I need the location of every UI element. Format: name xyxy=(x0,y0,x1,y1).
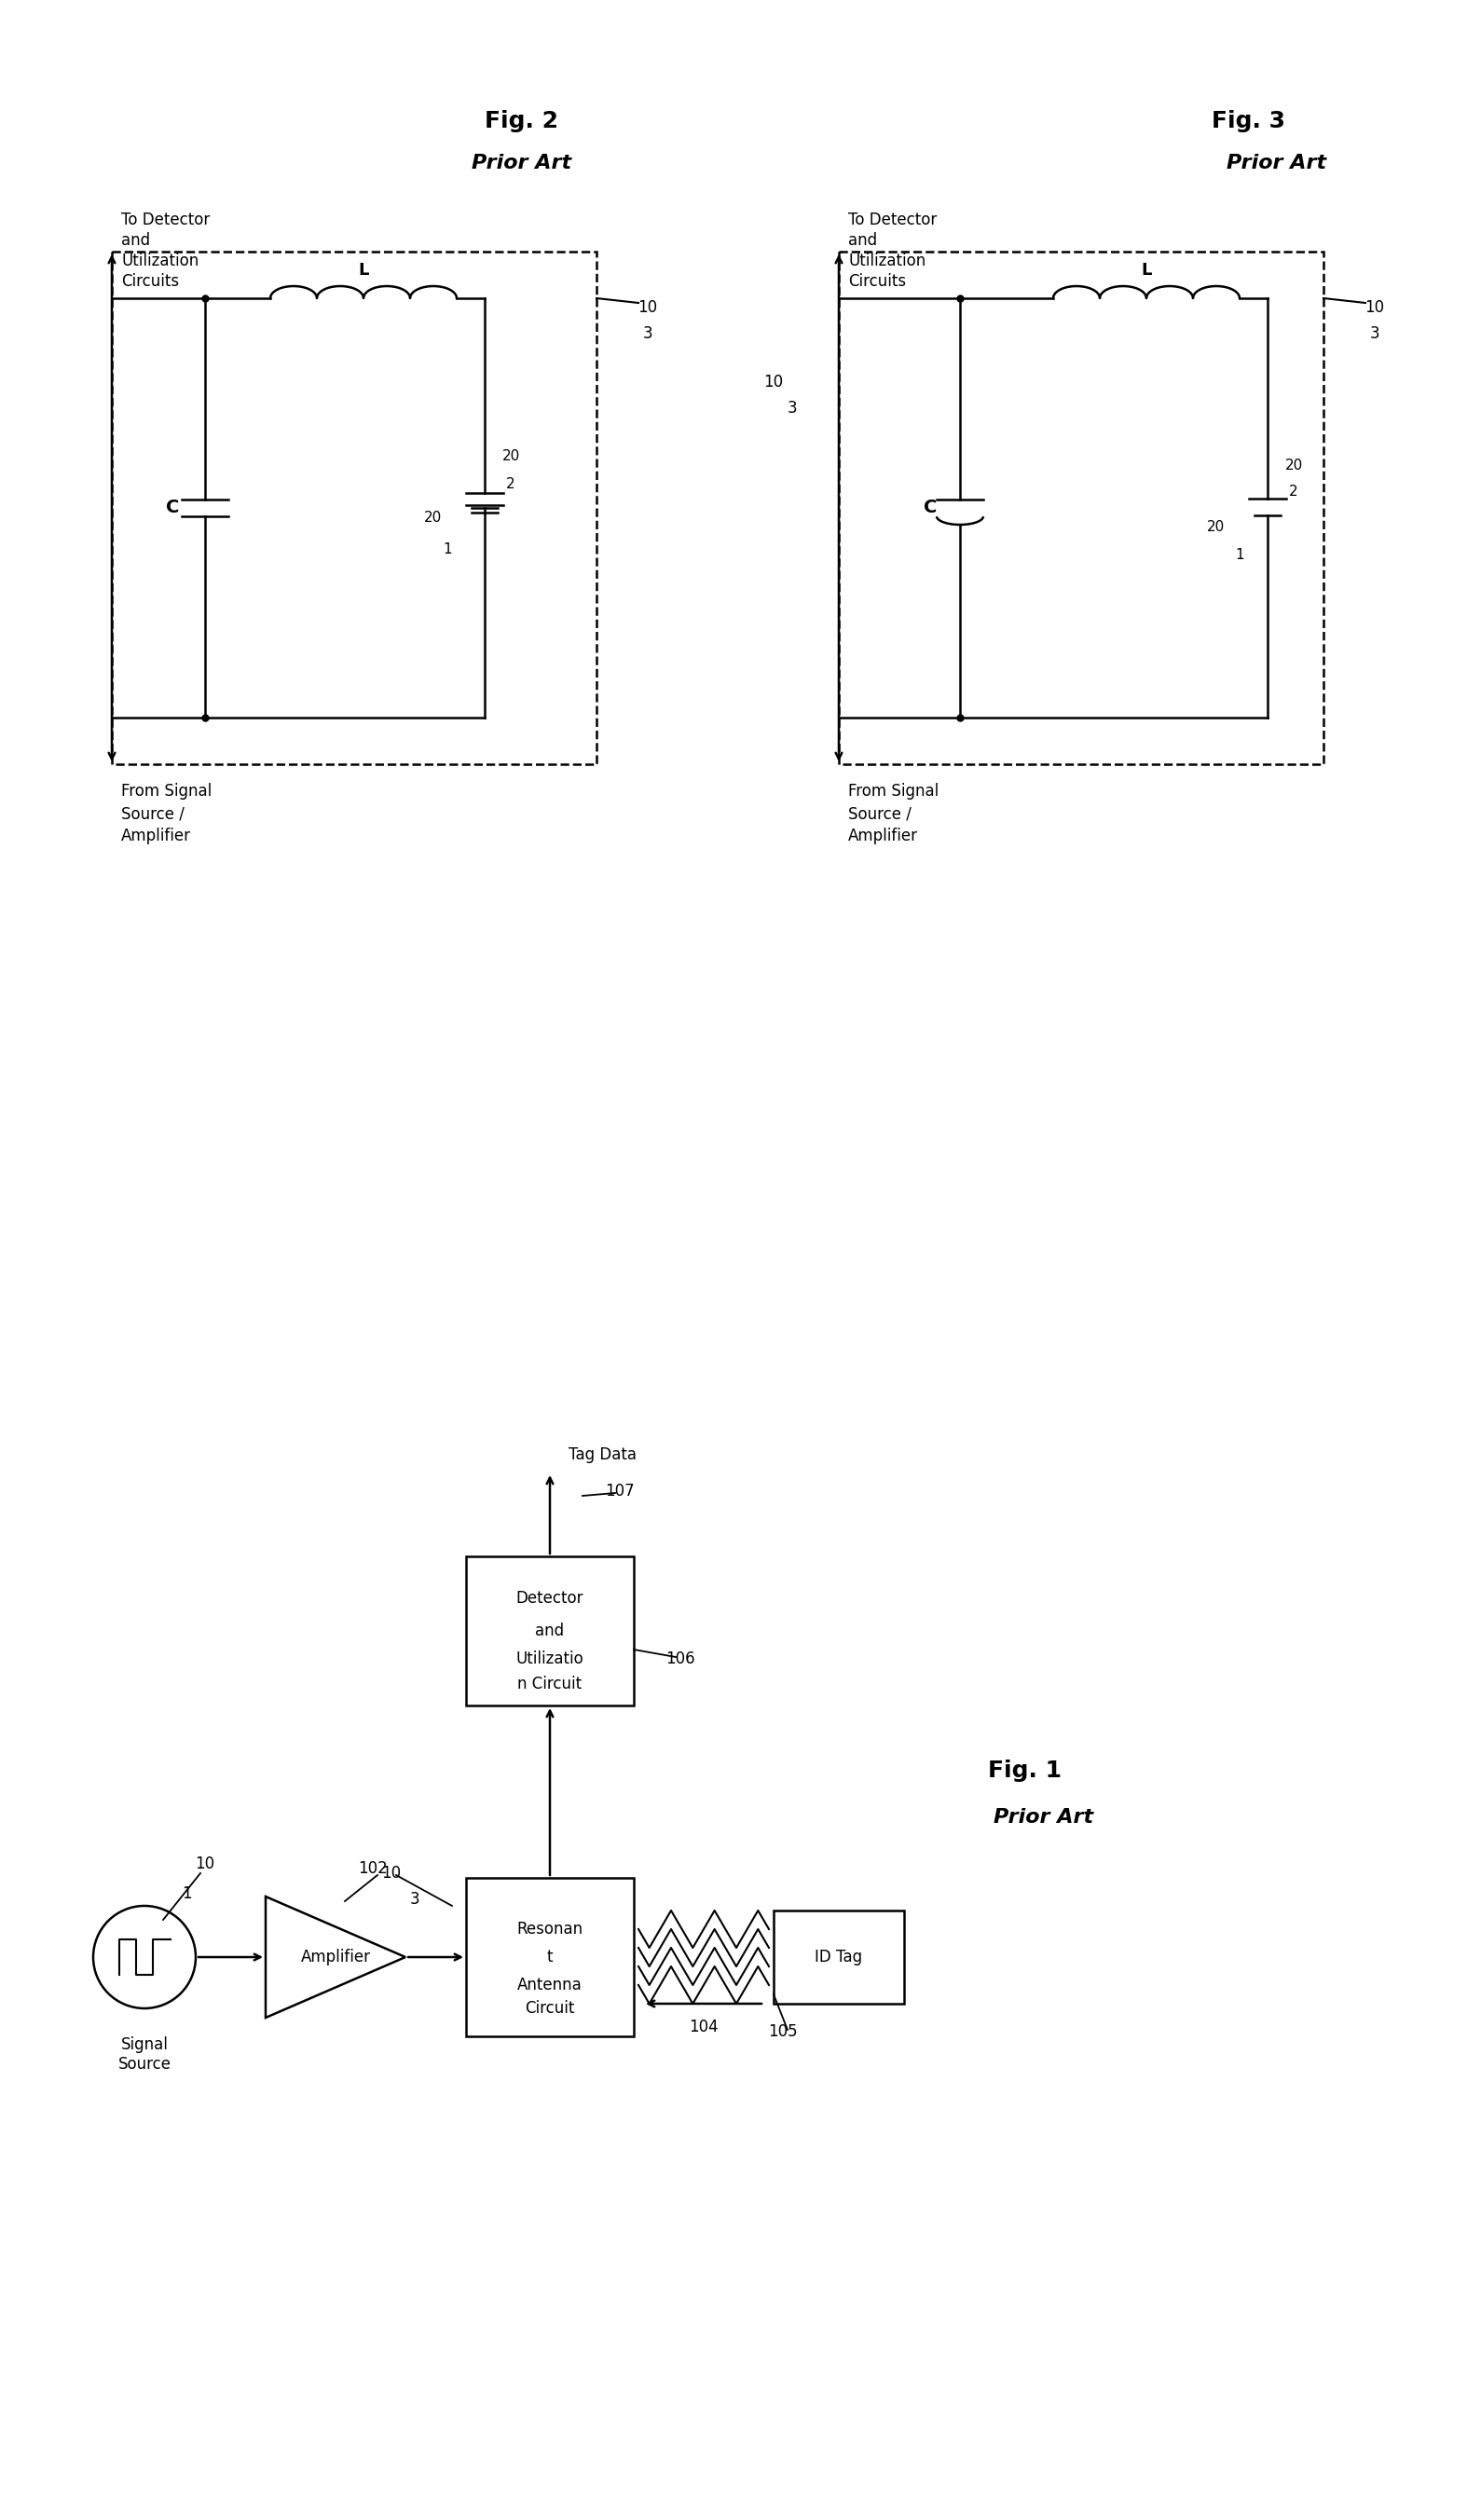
Text: From Signal: From Signal xyxy=(848,784,939,799)
Text: 20: 20 xyxy=(424,509,443,524)
Text: 2: 2 xyxy=(506,479,515,491)
Text: Source /: Source / xyxy=(122,806,185,822)
Text: L: L xyxy=(358,262,368,280)
Text: Source /: Source / xyxy=(848,806,911,822)
Text: 20: 20 xyxy=(1207,519,1225,534)
Text: 20: 20 xyxy=(1285,459,1303,474)
Text: Utilization: Utilization xyxy=(122,252,198,270)
Text: 3: 3 xyxy=(788,401,797,416)
Text: ID Tag: ID Tag xyxy=(816,1948,863,1966)
Text: Amplifier: Amplifier xyxy=(122,827,191,844)
Text: Circuits: Circuits xyxy=(122,272,179,290)
Text: Utilizatio: Utilizatio xyxy=(516,1651,584,1668)
Text: Prior Art: Prior Art xyxy=(995,1807,1094,1827)
Text: To Detector: To Detector xyxy=(122,212,210,229)
Text: 1: 1 xyxy=(443,542,452,557)
Text: Fig. 2: Fig. 2 xyxy=(486,111,559,134)
Text: To Detector: To Detector xyxy=(848,212,937,229)
Text: and: and xyxy=(122,232,150,249)
Text: 10: 10 xyxy=(764,373,783,391)
Text: Detector: Detector xyxy=(516,1590,584,1608)
Bar xyxy=(467,1557,634,1706)
Text: 10: 10 xyxy=(1364,300,1385,315)
Text: 104: 104 xyxy=(689,2019,719,2036)
Text: Utilization: Utilization xyxy=(848,252,926,270)
Text: Tag Data: Tag Data xyxy=(569,1446,637,1464)
Text: 102: 102 xyxy=(358,1860,387,1877)
Text: 20: 20 xyxy=(502,449,519,464)
Text: 107: 107 xyxy=(604,1482,635,1499)
Text: 10: 10 xyxy=(381,1865,402,1882)
Text: 105: 105 xyxy=(769,2024,798,2041)
Text: 3: 3 xyxy=(1370,325,1379,343)
Text: From Signal: From Signal xyxy=(122,784,211,799)
Bar xyxy=(773,1910,904,2003)
Text: Circuits: Circuits xyxy=(848,272,907,290)
Text: Fig. 3: Fig. 3 xyxy=(1212,111,1285,134)
Text: Signal
Source: Signal Source xyxy=(117,2036,172,2071)
Text: 106: 106 xyxy=(666,1651,695,1668)
Text: Fig. 1: Fig. 1 xyxy=(989,1759,1062,1782)
Text: C: C xyxy=(166,499,179,517)
Text: 10: 10 xyxy=(195,1855,214,1872)
Text: and: and xyxy=(848,232,877,249)
Text: and: and xyxy=(535,1623,565,1641)
Text: L: L xyxy=(1141,262,1152,280)
Bar xyxy=(111,252,597,764)
Text: Prior Art: Prior Art xyxy=(472,154,572,171)
Text: 3: 3 xyxy=(409,1890,420,1908)
Text: 10: 10 xyxy=(638,300,657,315)
Bar xyxy=(839,252,1323,764)
Text: Antenna: Antenna xyxy=(518,1976,582,1993)
Text: Amplifier: Amplifier xyxy=(848,827,918,844)
Text: Prior Art: Prior Art xyxy=(1226,154,1326,171)
Text: n Circuit: n Circuit xyxy=(518,1676,582,1693)
Text: t: t xyxy=(547,1948,553,1966)
Text: Resonan: Resonan xyxy=(516,1920,582,1938)
Text: 2: 2 xyxy=(1289,484,1298,499)
Text: 1: 1 xyxy=(182,1885,191,1903)
Bar xyxy=(467,1877,634,2036)
Text: 3: 3 xyxy=(643,325,653,343)
Text: Circuit: Circuit xyxy=(525,2001,575,2016)
Text: Amplifier: Amplifier xyxy=(301,1948,371,1966)
Text: 1: 1 xyxy=(1235,547,1244,562)
Text: C: C xyxy=(923,499,937,517)
